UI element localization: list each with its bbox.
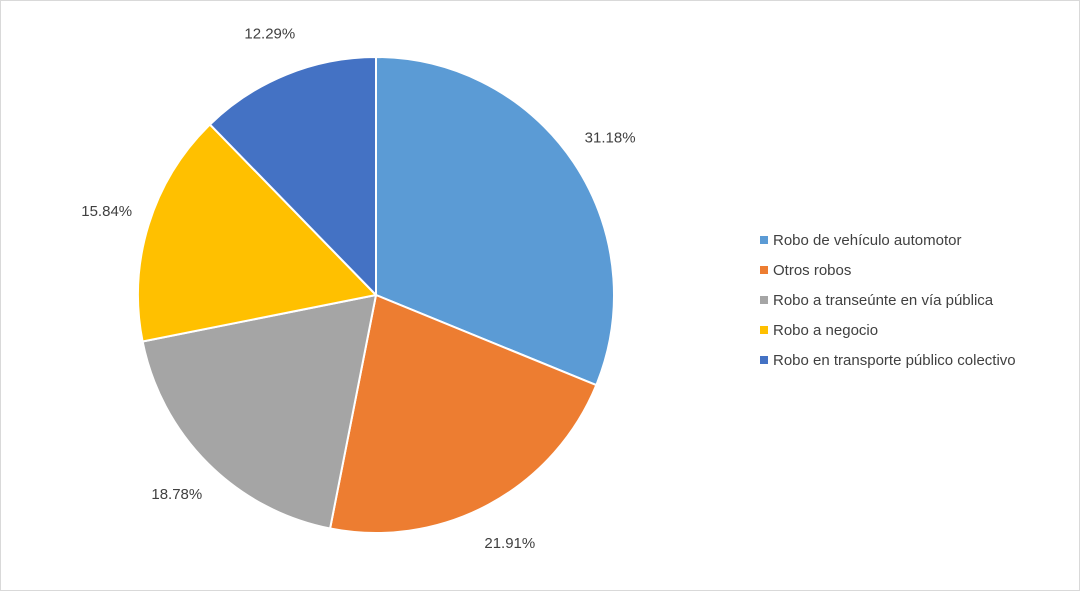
pie-slice [137,123,377,343]
legend-item: Robo en transporte público colectivo [760,345,1016,375]
legend-swatch [760,236,768,244]
data-label: 21.91% [484,535,535,552]
pie-slice [208,56,377,296]
legend-item: Robo de vehículo automotor [760,225,1016,255]
legend-label: Robo de vehículo automotor [773,231,962,249]
pie-slice [141,294,377,530]
pie-slices [137,56,615,534]
legend-label: Robo a transeúnte en vía pública [773,291,994,309]
legend-swatch [760,356,768,364]
legend-item: Robo a transeúnte en vía pública [760,285,1016,315]
pie-slice [375,56,615,387]
data-label: 18.78% [151,486,202,503]
legend-swatch [760,326,768,334]
data-label: 12.29% [244,25,295,42]
data-label: 31.18% [585,129,636,146]
legend-label: Robo en transporte público colectivo [773,351,1016,369]
legend-swatch [760,266,768,274]
pie-slice [329,294,598,534]
legend-label: Otros robos [773,261,852,279]
legend-item: Otros robos [760,255,1016,285]
legend: Robo de vehículo automotor Otros robos Rob… [760,225,1016,375]
legend-item: Robo a negocio [760,315,1016,345]
legend-swatch [760,296,768,304]
data-label: 15.84% [81,203,132,220]
pie-data-labels: 31.18% 21.91% 18.78% 15.84% 12.29% [81,25,636,552]
legend-label: Robo a negocio [773,321,879,339]
